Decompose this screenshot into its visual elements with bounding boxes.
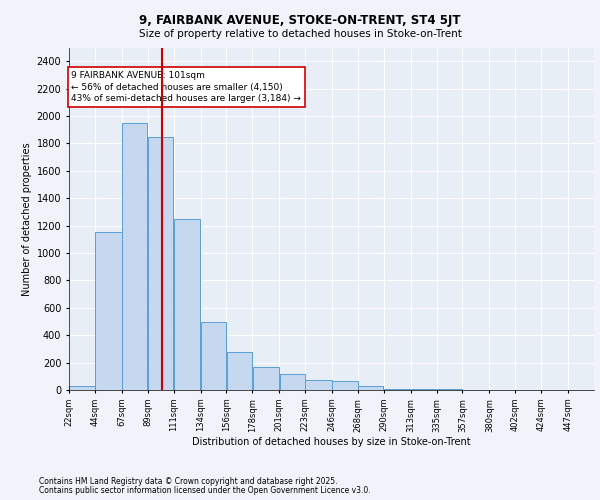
Bar — [201, 322, 226, 390]
Text: Size of property relative to detached houses in Stoke-on-Trent: Size of property relative to detached ho… — [139, 29, 461, 39]
Bar — [332, 381, 358, 390]
Bar — [358, 386, 383, 390]
Text: Contains public sector information licensed under the Open Government Licence v3: Contains public sector information licen… — [39, 486, 371, 495]
Bar — [280, 374, 305, 390]
X-axis label: Distribution of detached houses by size in Stoke-on-Trent: Distribution of detached houses by size … — [192, 437, 471, 447]
Bar — [305, 380, 332, 390]
Text: 9, FAIRBANK AVENUE, STOKE-ON-TRENT, ST4 5JT: 9, FAIRBANK AVENUE, STOKE-ON-TRENT, ST4 … — [139, 14, 461, 27]
Bar — [148, 136, 173, 390]
Bar — [69, 386, 95, 390]
Text: Contains HM Land Registry data © Crown copyright and database right 2025.: Contains HM Land Registry data © Crown c… — [39, 477, 337, 486]
Bar — [174, 219, 200, 390]
Bar — [227, 352, 252, 390]
Y-axis label: Number of detached properties: Number of detached properties — [22, 142, 32, 296]
Bar — [95, 232, 122, 390]
Text: 9 FAIRBANK AVENUE: 101sqm
← 56% of detached houses are smaller (4,150)
43% of se: 9 FAIRBANK AVENUE: 101sqm ← 56% of detac… — [71, 71, 301, 104]
Bar — [122, 123, 148, 390]
Bar — [253, 366, 279, 390]
